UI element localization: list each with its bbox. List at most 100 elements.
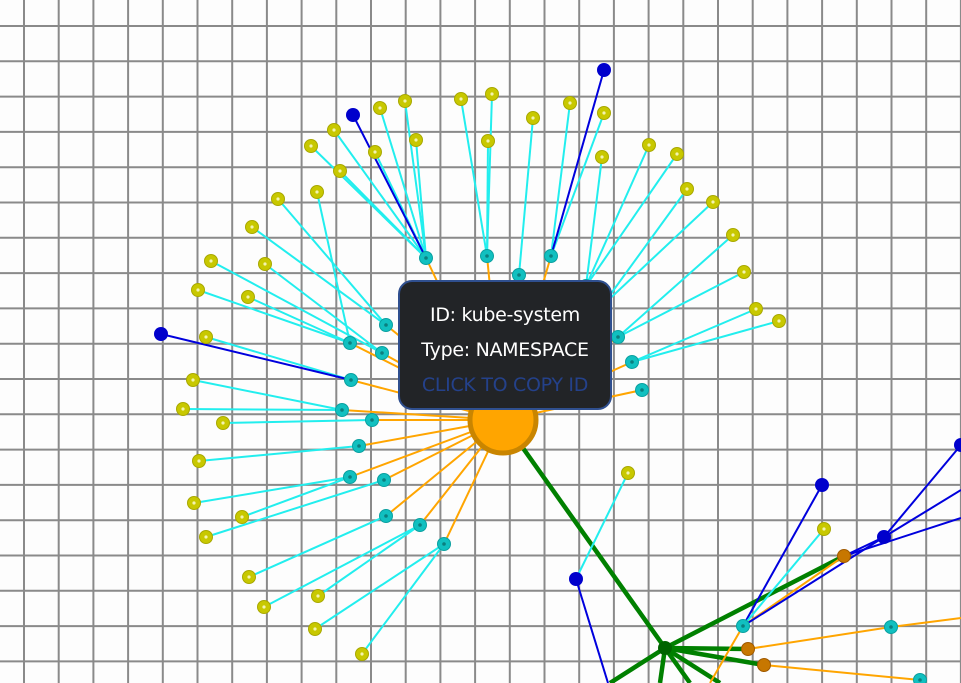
pod-node-center — [348, 475, 352, 479]
container-node-center — [414, 138, 418, 142]
container-node-center — [685, 187, 689, 191]
container-node-center — [378, 106, 382, 110]
edge-pod-container — [198, 445, 360, 462]
container-node-center — [338, 169, 342, 173]
container-node-center — [675, 152, 679, 156]
edge-pod-service — [742, 484, 823, 627]
edge-pod-container — [197, 289, 351, 344]
namespace-node[interactable] — [837, 549, 851, 563]
edge-pod-container — [585, 144, 650, 287]
edge-pod-container — [575, 472, 629, 580]
edge-namespace-pod — [709, 625, 744, 683]
container-node-center — [250, 225, 254, 229]
container-node-center — [568, 101, 572, 105]
container-node-center — [197, 459, 201, 463]
edge-pod-container — [333, 129, 427, 259]
container-node-center — [221, 421, 225, 425]
container-node-center — [731, 233, 735, 237]
container-node-center — [360, 652, 364, 656]
edge-pod-container — [264, 263, 383, 354]
copy-id-link[interactable]: CLICK TO COPY ID — [421, 374, 589, 396]
service-node[interactable] — [597, 63, 611, 77]
service-node[interactable] — [815, 478, 829, 492]
edge-pod-container — [251, 226, 387, 326]
edge-pod-container — [550, 112, 605, 257]
edge-pod-container — [316, 191, 351, 344]
edge-pod-container — [631, 320, 780, 363]
edge-pod-container — [317, 524, 421, 597]
edge-pod-container — [222, 419, 373, 424]
edge-pod-container — [601, 188, 688, 307]
pod-node-center — [357, 444, 361, 448]
container-node-center — [742, 270, 746, 274]
container-node-center — [309, 144, 313, 148]
container-node-center — [315, 190, 319, 194]
pod-node-center — [424, 256, 428, 260]
edge-pod-container — [192, 379, 343, 411]
pod-node-center — [384, 514, 388, 518]
edge-pod-container — [248, 515, 387, 578]
pod-node-center — [741, 624, 745, 628]
pod-node-center — [382, 478, 386, 482]
container-node-center — [777, 319, 781, 323]
service-node[interactable] — [154, 327, 168, 341]
tooltip-id: ID: kube-system — [430, 304, 580, 326]
cluster-node[interactable] — [658, 641, 672, 655]
container-node-center — [373, 150, 377, 154]
namespace-node[interactable] — [741, 642, 755, 656]
edge-pod-container — [585, 153, 678, 287]
edge-cluster-namespace — [608, 646, 667, 683]
edge-cluster-namespace — [663, 646, 692, 683]
edge-cluster-namespace — [501, 418, 667, 650]
container-node-center — [196, 288, 200, 292]
edge-pod-container — [415, 139, 427, 259]
service-node[interactable] — [877, 530, 891, 544]
edge-pod-service — [883, 444, 961, 538]
container-node-center — [711, 200, 715, 204]
namespace-node[interactable] — [757, 658, 771, 672]
edge-pod-container — [460, 98, 488, 257]
node-tooltip: ID: kube-system Type: NAMESPACE CLICK TO… — [398, 280, 612, 410]
edge-pod-container — [742, 528, 825, 627]
edge-pod-service — [742, 536, 885, 627]
container-node-center — [191, 378, 195, 382]
edge-pod-container — [263, 524, 421, 608]
container-node-center — [490, 92, 494, 96]
edge-namespace-pod — [747, 626, 892, 650]
pod-node-center — [380, 351, 384, 355]
pod-node-center — [384, 323, 388, 327]
edge-pod-container — [379, 107, 427, 259]
pod-node-center — [349, 378, 353, 382]
pod-node-center — [616, 335, 620, 339]
container-node-center — [240, 515, 244, 519]
service-node[interactable] — [346, 108, 360, 122]
pod-node-center — [549, 254, 553, 258]
service-node[interactable] — [569, 572, 583, 586]
container-node-center — [192, 501, 196, 505]
container-node-center — [822, 527, 826, 531]
edge-pod-container — [193, 476, 351, 504]
edge-pod-container — [247, 296, 351, 344]
edge-cluster-namespace — [663, 646, 722, 683]
pod-node-center — [918, 678, 922, 682]
service-node[interactable] — [954, 438, 961, 452]
edge-pod-container — [585, 156, 603, 287]
pod-node-center — [889, 625, 893, 629]
edge-pod-container — [617, 234, 734, 338]
container-node-center — [262, 605, 266, 609]
edge-pod-container — [314, 543, 445, 630]
edge-pod-container — [182, 408, 343, 411]
container-node-center — [332, 128, 336, 132]
edge-cluster-namespace — [663, 553, 846, 651]
edge-pod-service — [883, 489, 961, 538]
edge-pod-container — [631, 308, 757, 363]
graph-nodes[interactable] — [154, 63, 961, 683]
edge-pod-container — [205, 479, 385, 538]
edge-pod-service — [160, 333, 352, 381]
container-node-center — [263, 262, 267, 266]
pod-node-center — [640, 388, 644, 392]
edge-pod-container — [404, 100, 427, 259]
edge-pod-container — [601, 201, 714, 307]
container-node-center — [531, 116, 535, 120]
